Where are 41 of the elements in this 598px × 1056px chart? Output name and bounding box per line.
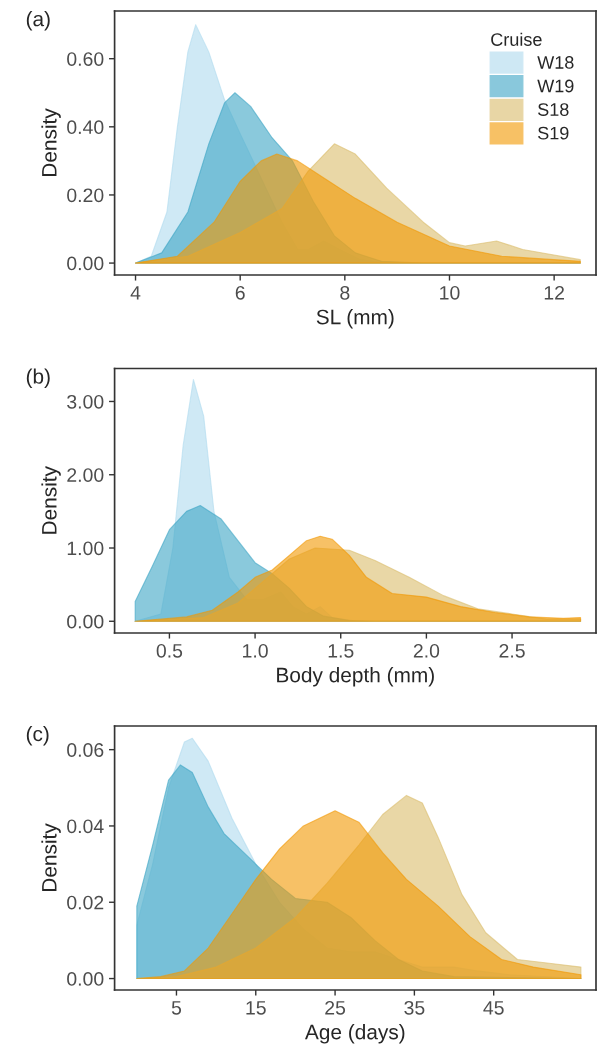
x-tick-label: 2.0 (413, 643, 440, 658)
y-tick-label: 0.20 (67, 188, 104, 203)
x-tick-label: 1.5 (328, 644, 354, 658)
y-tick-label: 0.00 (67, 256, 104, 271)
chart-title: (b) (26, 368, 50, 388)
x-tick-label: 6 (235, 285, 245, 300)
x-tick-label: 15 (246, 1001, 266, 1015)
y-axis-title: Density (41, 823, 61, 892)
x-axis-title: Age (days) (304, 1024, 405, 1044)
legend-label: S19 (538, 126, 569, 140)
y-tick-label: 0.02 (67, 895, 104, 910)
y-tick-label: 1.00 (67, 541, 104, 556)
x-tick-label: 25 (325, 1000, 346, 1015)
y-tick-label: 0.40 (67, 120, 104, 135)
y-tick-label: 0.06 (67, 743, 104, 757)
y-tick-label: 0.00 (67, 972, 104, 986)
y-tick-label: 0.00 (67, 614, 104, 629)
x-axis-title: SL (mm) (316, 309, 394, 329)
x-tick-label: 45 (483, 1001, 504, 1015)
legend-label: S18 (538, 103, 569, 116)
x-tick-label: 5 (171, 1001, 182, 1015)
x-tick-label: 4 (130, 286, 141, 300)
x-tick-label: 1.0 (243, 643, 268, 658)
chart-title: (a) (26, 11, 50, 31)
y-tick-label: 3.00 (67, 394, 104, 409)
x-tick-label: 8 (340, 285, 350, 300)
x-tick-label: 2.5 (499, 643, 525, 658)
y-tick-label: 0.04 (67, 819, 104, 834)
x-tick-label: 0.5 (156, 643, 183, 658)
y-tick-label: 0.60 (67, 52, 104, 66)
x-axis-title: Body depth (mm) (277, 667, 434, 687)
legend-title: Cruise (491, 32, 542, 46)
legend-label: W19 (537, 79, 574, 93)
x-tick-label: 35 (404, 1000, 425, 1015)
y-tick-label: 2.00 (67, 468, 104, 482)
chart-title: (c) (26, 726, 49, 746)
x-tick-label: 12 (544, 285, 564, 300)
y-axis-title: Density (41, 466, 61, 534)
y-axis-title: Density (41, 108, 61, 177)
legend-label: W18 (537, 56, 574, 69)
x-tick-label: 10 (440, 285, 460, 300)
